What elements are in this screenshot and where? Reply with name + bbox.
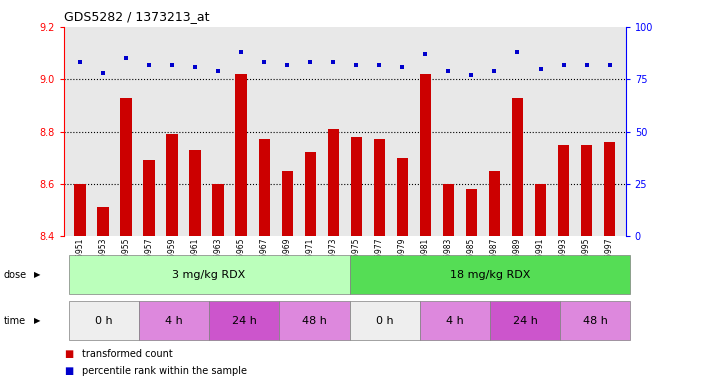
Point — [443, 68, 454, 74]
Text: transformed count: transformed count — [82, 349, 173, 359]
Point — [304, 60, 316, 66]
Bar — [166, 134, 178, 236]
Bar — [282, 171, 293, 236]
Text: ▶: ▶ — [34, 270, 41, 279]
Point — [282, 61, 293, 68]
Point — [190, 64, 201, 70]
Point — [558, 61, 570, 68]
Text: ■: ■ — [64, 366, 73, 376]
Point — [97, 70, 109, 76]
Point — [235, 49, 247, 55]
Bar — [535, 184, 546, 236]
Point — [166, 61, 178, 68]
Point — [75, 60, 86, 66]
Point — [120, 55, 132, 61]
Bar — [235, 74, 247, 236]
Bar — [189, 150, 201, 236]
Bar — [120, 98, 132, 236]
Text: dose: dose — [4, 270, 27, 280]
Text: 48 h: 48 h — [302, 316, 327, 326]
Point — [466, 72, 477, 78]
Bar — [351, 137, 362, 236]
Point — [328, 60, 339, 66]
Bar — [581, 145, 592, 236]
Bar — [419, 74, 431, 236]
Text: GDS5282 / 1373213_at: GDS5282 / 1373213_at — [64, 10, 210, 23]
Text: 0 h: 0 h — [95, 316, 112, 326]
Bar — [397, 158, 408, 236]
Text: 4 h: 4 h — [446, 316, 464, 326]
Text: ■: ■ — [64, 349, 73, 359]
Bar — [443, 184, 454, 236]
Text: 0 h: 0 h — [376, 316, 393, 326]
Bar — [259, 139, 270, 236]
Point — [535, 66, 546, 72]
Point — [581, 61, 592, 68]
Point — [419, 51, 431, 57]
Bar — [557, 145, 570, 236]
Text: 24 h: 24 h — [513, 316, 538, 326]
Bar — [604, 142, 615, 236]
Bar — [304, 152, 316, 236]
Text: 48 h: 48 h — [583, 316, 608, 326]
Point — [213, 68, 224, 74]
Bar — [144, 160, 155, 236]
Point — [259, 60, 270, 66]
Bar — [328, 129, 339, 236]
Point — [351, 61, 362, 68]
Bar — [512, 98, 523, 236]
Point — [512, 49, 523, 55]
Bar — [75, 184, 86, 236]
Bar — [213, 184, 224, 236]
Bar — [373, 139, 385, 236]
Point — [488, 68, 500, 74]
Text: 4 h: 4 h — [165, 316, 183, 326]
Text: percentile rank within the sample: percentile rank within the sample — [82, 366, 247, 376]
Point — [144, 61, 155, 68]
Text: ▶: ▶ — [34, 316, 41, 325]
Text: 18 mg/kg RDX: 18 mg/kg RDX — [450, 270, 530, 280]
Bar — [97, 207, 109, 236]
Point — [374, 61, 385, 68]
Bar — [466, 189, 477, 236]
Point — [604, 61, 615, 68]
Bar — [488, 171, 501, 236]
Text: 3 mg/kg RDX: 3 mg/kg RDX — [173, 270, 246, 280]
Text: 24 h: 24 h — [232, 316, 257, 326]
Point — [397, 64, 408, 70]
Text: time: time — [4, 316, 26, 326]
